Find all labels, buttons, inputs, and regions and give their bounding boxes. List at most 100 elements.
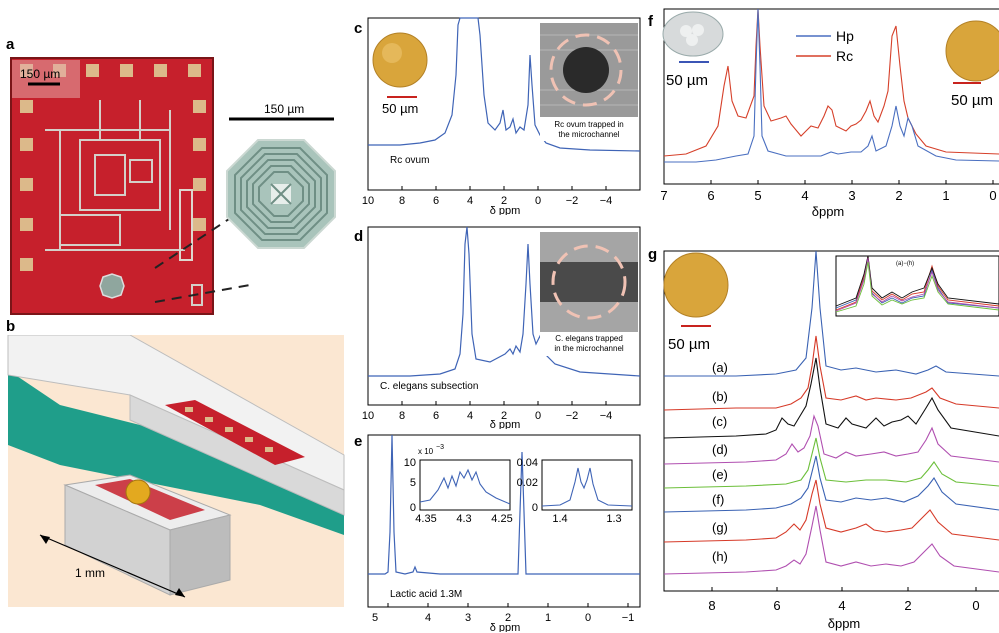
- tick-f-1: 6: [707, 188, 714, 203]
- caption-e: Lactic acid 1.3M: [390, 589, 462, 600]
- x-ticks: [367, 401, 641, 405]
- tick-f-0: 7: [660, 188, 667, 203]
- panel-c-chart: 10 8 6 4 2 0 −2 −4 δ ppm Rc ovum 50 µm R…: [362, 17, 641, 215]
- inset1-exp: x 10: [418, 447, 434, 456]
- tick-c-4: 2: [501, 195, 507, 207]
- sensor-chip-pads: [185, 407, 273, 452]
- inset2-y-2: 0: [532, 502, 538, 514]
- inset1-x-0: 4.35: [415, 513, 436, 525]
- trace-label-b: (b): [712, 389, 728, 404]
- trace-label-e: (e): [712, 467, 728, 482]
- panel-label-c: c: [354, 20, 363, 37]
- spectrum-trace: [368, 434, 640, 575]
- tick-e-3: 2: [505, 612, 511, 624]
- tick-e-6: −1: [622, 612, 635, 624]
- tick-d-5: 0: [535, 410, 541, 422]
- xlabel-g: δppm: [828, 616, 861, 631]
- inset2-trace: [541, 467, 633, 507]
- panel-a-figure: [10, 57, 336, 315]
- scale-label-c: 50 µm: [382, 101, 418, 116]
- panel-e-chart: 5 4 3 2 1 0 −1 δ ppm Lactic acid 1.3M x …: [367, 434, 641, 632]
- tick-e-5: 0: [585, 612, 591, 624]
- inset-traces: [835, 255, 999, 313]
- coil-scale-label: 150 µm: [264, 102, 305, 116]
- panel-label-a: a: [6, 36, 15, 53]
- scale-label-f-right: 50 µm: [951, 92, 993, 109]
- inset-caption-c-2: the microchannel: [559, 130, 620, 139]
- x-ticks: [387, 603, 629, 607]
- trace-hp: [664, 8, 999, 163]
- tick-f-6: 1: [942, 188, 949, 203]
- trace-label-f: (f): [712, 492, 724, 507]
- x-ticks: [663, 180, 994, 184]
- inset1-y-0: 10: [404, 457, 416, 469]
- x-ticks: [367, 186, 641, 190]
- chip-scale-label: 150 µm: [20, 67, 61, 81]
- tick-g-4: 0: [972, 598, 979, 613]
- panel-label-f: f: [648, 13, 653, 30]
- chip-circuitry: [45, 100, 203, 306]
- tick-f-2: 5: [754, 188, 761, 203]
- tick-g-0: 8: [708, 598, 715, 613]
- inset1-exp-sup: −3: [436, 444, 444, 451]
- tick-c-6: −2: [566, 195, 579, 207]
- tick-f-3: 4: [801, 188, 808, 203]
- inset-caption-d-1: C. elegans trapped: [555, 334, 623, 343]
- tick-e-0: 5: [372, 612, 378, 624]
- panel-f-chart: 7 6 5 4 3 2 1 0 δppm 50 µm Hp Rc 50 µm: [660, 8, 999, 219]
- inset1-y-1: 5: [410, 477, 416, 489]
- panel-label-b: b: [6, 318, 16, 335]
- inset1-trace: [419, 468, 511, 505]
- dimension-arrow: [39, 534, 186, 598]
- tick-c-7: −4: [600, 195, 613, 207]
- stacked-traces: [663, 250, 999, 575]
- inset1-frame: [419, 459, 511, 511]
- inset-caption-d-2: in the microchannel: [554, 344, 624, 353]
- tick-c-5: 0: [535, 195, 541, 207]
- trace-c: [663, 357, 999, 439]
- x-ticks: [711, 587, 977, 591]
- scale-label-g: 50 µm: [668, 336, 710, 353]
- legend-hp: Hp: [836, 28, 854, 44]
- tick-c-2: 6: [433, 195, 439, 207]
- xlabel-d: δ ppm: [490, 419, 521, 429]
- egg-image-c: [372, 32, 428, 88]
- dimension-label: 1 mm: [75, 566, 105, 580]
- chip-die: [10, 57, 214, 315]
- tick-f-7: 0: [989, 188, 996, 203]
- inset1-y-2: 0: [410, 502, 416, 514]
- tick-e-2: 3: [465, 612, 471, 624]
- inset1-x-1: 4.3: [456, 513, 471, 525]
- tick-d-2: 6: [433, 410, 439, 422]
- hp-egg-image: [662, 11, 724, 57]
- inset-caption-c-1: Rc ovum trapped in: [554, 120, 623, 129]
- tick-d-7: −4: [600, 410, 613, 422]
- inset1-x-2: 4.25: [491, 513, 512, 525]
- tick-d-0: 10: [362, 410, 374, 422]
- inset-label-g: (a)−(h): [896, 261, 914, 267]
- tick-d-1: 8: [399, 410, 405, 422]
- tick-c-3: 4: [467, 195, 473, 207]
- trace-a: [664, 250, 999, 377]
- caption-d: C. elegans subsection: [380, 381, 478, 392]
- spectrum-trace: [368, 17, 641, 152]
- trace-d: [663, 414, 999, 465]
- chip-block-side: [169, 514, 231, 596]
- tick-c-0: 10: [362, 195, 374, 207]
- trace-b: [663, 335, 999, 411]
- trace-h: [663, 505, 999, 575]
- inset2-x-1: 1.3: [606, 513, 621, 525]
- trapped-egg: [125, 479, 151, 505]
- panel-b-figure: [7, 335, 345, 607]
- tick-d-4: 2: [501, 410, 507, 422]
- legend-rc: Rc: [836, 48, 853, 64]
- inset2-frame: [541, 459, 633, 511]
- coil-large: [226, 139, 336, 249]
- rc-egg-image-g: [663, 252, 729, 318]
- scale-label-f-left: 50 µm: [666, 72, 708, 89]
- caption-c: Rc ovum: [390, 155, 429, 166]
- tick-f-4: 3: [848, 188, 855, 203]
- bond-pads: [20, 64, 206, 271]
- trace-f: [663, 455, 999, 513]
- trace-label-h: (h): [712, 549, 728, 564]
